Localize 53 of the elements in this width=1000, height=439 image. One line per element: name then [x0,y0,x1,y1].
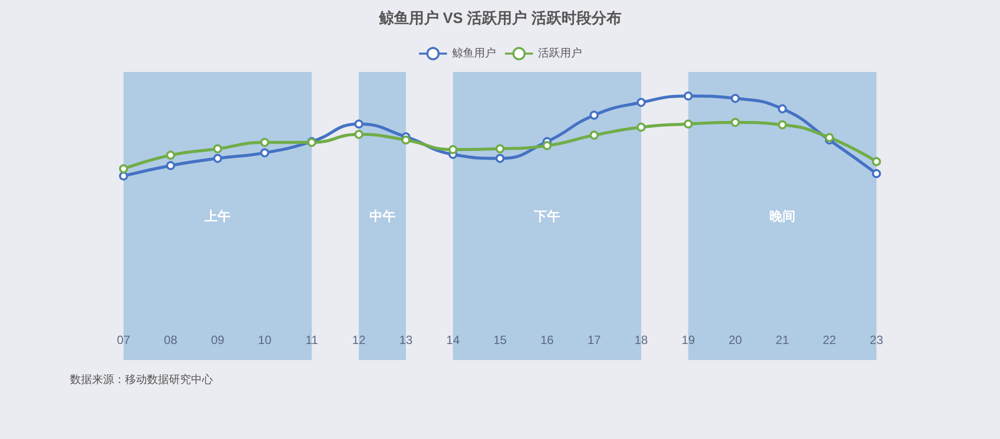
x-tick-label: 14 [446,333,460,347]
x-tick-label: 19 [682,333,696,347]
legend-label: 活跃用户 [538,46,582,60]
point [684,92,693,100]
x-tick-label: 21 [776,333,790,347]
x-tick-label: 09 [210,333,225,347]
x-tick-label: 15 [493,333,507,347]
x-tick-label: 12 [352,333,366,347]
band-label: 下午 [533,208,560,224]
point [636,122,646,132]
point [496,154,504,163]
point [824,133,834,142]
point [213,154,222,163]
x-tick-label: 18 [634,333,648,347]
point [448,145,458,154]
point [730,94,740,103]
band-label: 晚间 [769,208,796,224]
point [542,141,552,150]
point [119,164,128,174]
point [730,118,740,127]
x-tick-label: 11 [306,333,318,347]
x-tick-label: 08 [164,333,178,347]
x-tick-label: 16 [540,333,554,347]
band-label: 上午 [204,208,231,224]
x-tick-label: 23 [870,333,884,347]
point [354,120,364,128]
x-tick-label: 17 [587,333,602,347]
point [260,138,270,147]
point [590,130,599,140]
point [778,120,787,130]
point [166,161,176,170]
x-tick-label: 13 [399,333,413,347]
point [872,169,881,178]
point [119,172,128,180]
point [872,157,881,166]
point [636,98,646,107]
point [496,144,504,154]
x-tick-label: 22 [822,333,836,347]
band-label: 中午 [369,208,396,224]
x-tick-label: 20 [728,333,742,347]
point [684,120,693,128]
point [260,148,270,158]
chart-title: 鲸鱼用户 VS 活跃用户 活跃时段分布 [378,9,622,27]
x-tick-label: 10 [258,333,272,347]
point [166,150,176,160]
point [213,144,222,154]
point [590,110,599,120]
point [354,130,364,139]
x-tick-label: 07 [116,333,131,347]
point [401,136,410,144]
source-note: 数据来源：移动数据研究中心 [70,373,213,386]
point [778,104,787,114]
legend-label: 鲸鱼用户 [452,46,496,60]
